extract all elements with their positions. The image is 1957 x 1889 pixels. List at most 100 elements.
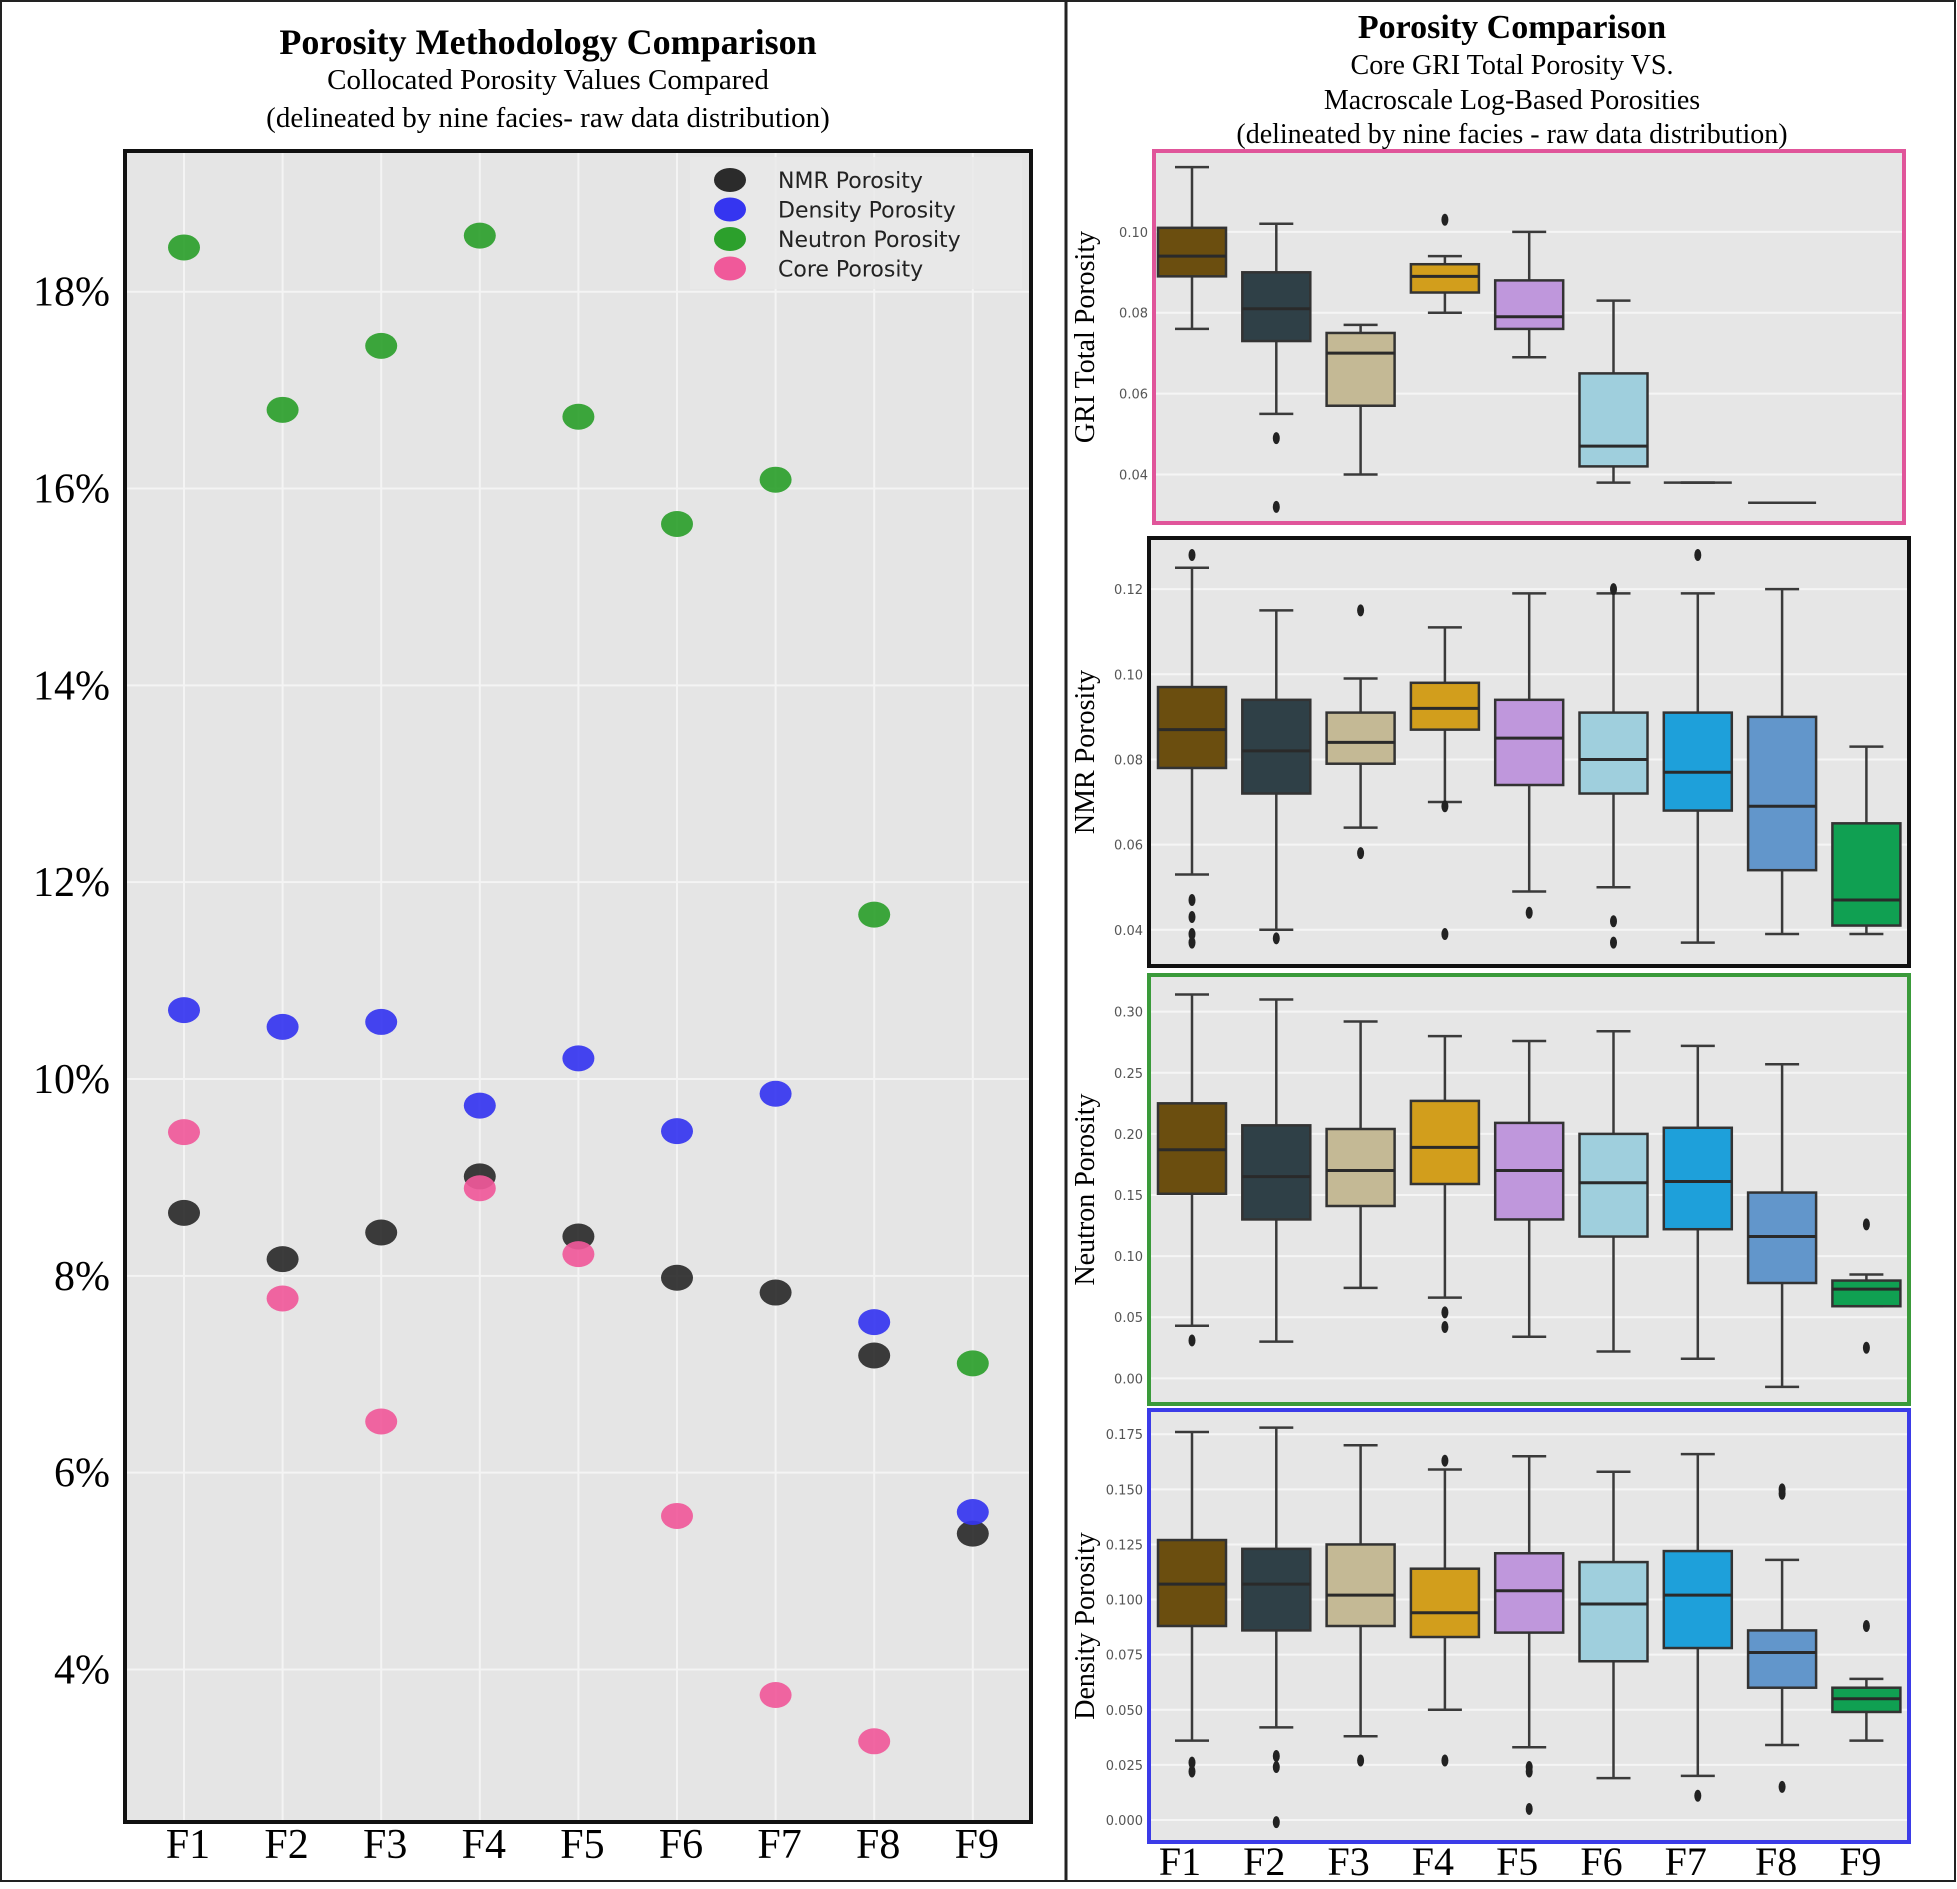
x-tick-label: F3 (363, 1822, 407, 1868)
y-tick-label: 0.10 (1114, 668, 1143, 683)
box-iqr (1409, 1567, 1481, 1639)
panel-neutron-porosity: 0.00 0.05 0.10 0.15 0.20 0.25 0.30 Neutron Poro… (1070, 973, 1911, 1406)
flier (1610, 936, 1617, 949)
x-tick-label: F5 (1496, 1839, 1538, 1884)
box-f7 (1662, 1044, 1734, 1361)
y-tick-label: 0.150 (1106, 1483, 1143, 1498)
point-density-porosity (759, 1080, 792, 1107)
x-tick-label: F4 (462, 1822, 506, 1868)
y-tick-label: 12% (33, 860, 110, 906)
point-core-porosity (463, 1175, 496, 1202)
flier (1441, 800, 1449, 813)
box-iqr (1409, 262, 1481, 294)
flier (1272, 932, 1280, 945)
legend-marker (714, 197, 746, 222)
box-iqr (1662, 1549, 1734, 1650)
box-iqr (1831, 822, 1902, 927)
y-tick-label: 0.08 (1119, 307, 1148, 322)
y-tick-label: 0.00 (1114, 1372, 1143, 1387)
point-core-porosity (858, 1728, 891, 1755)
point-neutron-porosity (266, 396, 299, 423)
box-iqr (1325, 711, 1396, 765)
box-iqr (1746, 715, 1818, 872)
box-f2 (1241, 609, 1312, 945)
x-tick-label: F8 (856, 1822, 900, 1868)
x-tick-label: F9 (955, 1822, 999, 1868)
box-iqr (1241, 271, 1312, 343)
flier (1188, 549, 1196, 562)
flier (1525, 906, 1533, 919)
y-tick-label: 0.30 (1114, 1006, 1143, 1021)
x-tick-label: F8 (1755, 1839, 1797, 1884)
point-neutron-porosity (562, 403, 595, 430)
box-f6 (1578, 299, 1649, 484)
box-f4 (1409, 626, 1481, 941)
left-chart-title: Porosity Methodology Comparison (279, 22, 816, 62)
box-f5 (1493, 230, 1565, 359)
box-f2 (1241, 998, 1312, 1343)
point-core-porosity (168, 1119, 200, 1146)
box-f1 (1156, 993, 1228, 1347)
box-iqr (1662, 1126, 1734, 1231)
box-iqr (1493, 279, 1565, 331)
flier (1272, 500, 1280, 513)
x-tick-label: F2 (1243, 1839, 1285, 1884)
y-axis-label: Neutron Porosity (1070, 1093, 1101, 1285)
flier (1272, 1816, 1280, 1829)
point-density-porosity (266, 1013, 299, 1040)
y-tick-label: 0.125 (1106, 1538, 1143, 1553)
y-tick-label: 4% (54, 1647, 110, 1693)
y-tick-label: 0.100 (1106, 1594, 1143, 1609)
y-tick-label: 18% (33, 270, 110, 316)
flier (1610, 583, 1617, 596)
right-chart-title: Porosity Comparison (1358, 9, 1666, 46)
point-nmr-porosity (365, 1219, 398, 1246)
point-neutron-porosity (858, 901, 891, 928)
box-iqr (1578, 1560, 1649, 1663)
box-iqr (1325, 1543, 1396, 1628)
box-iqr (1409, 681, 1481, 731)
box-iqr (1241, 1124, 1312, 1221)
box-iqr (1578, 372, 1649, 468)
y-tick-label: 0.075 (1106, 1649, 1143, 1664)
box-iqr (1746, 1629, 1818, 1689)
y-tick-label: 0.06 (1114, 839, 1143, 854)
panel-frame (1147, 536, 1911, 968)
flier (1441, 1306, 1449, 1319)
point-core-porosity (266, 1285, 299, 1312)
right-chart-subtitle-2: Macroscale Log-Based Porosities (1324, 85, 1700, 116)
box-f1 (1156, 1430, 1228, 1778)
point-neutron-porosity (956, 1350, 989, 1377)
point-neutron-porosity (365, 332, 398, 359)
right-chart-subtitle-3: (delineated by nine facies - raw data di… (1236, 119, 1787, 150)
point-density-porosity (168, 997, 200, 1024)
y-tick-label: 0.20 (1114, 1128, 1143, 1143)
flier (1778, 1487, 1786, 1500)
box-iqr (1493, 1552, 1565, 1634)
flier (1525, 1765, 1533, 1778)
box-f3 (1325, 1444, 1396, 1767)
box-f5 (1493, 592, 1565, 919)
box-f6 (1578, 1029, 1649, 1353)
box-f8 (1746, 587, 1818, 936)
legend-marker (714, 256, 746, 281)
flier (1188, 911, 1196, 924)
box-f2 (1241, 1426, 1312, 1829)
box-f8 (1746, 1062, 1818, 1389)
box-iqr (1662, 711, 1734, 812)
point-nmr-porosity (266, 1246, 299, 1273)
x-tick-label: F6 (1580, 1839, 1622, 1884)
flier (1188, 928, 1196, 941)
y-tick-label: 0.25 (1114, 1067, 1143, 1082)
legend-marker (714, 227, 746, 251)
point-core-porosity (661, 1502, 693, 1529)
box-f6 (1578, 1470, 1649, 1780)
y-tick-label: 16% (33, 467, 110, 513)
plot-frame (123, 149, 1033, 1824)
scatter-plot: 4% 6% 8% 10% 12% 14% 16% 18% F1 F2 F3 F4 F5 F6 F7 F8 F9 N… (33, 149, 1033, 1868)
y-tick-label: 0.050 (1106, 1704, 1143, 1719)
point-core-porosity (365, 1408, 398, 1435)
